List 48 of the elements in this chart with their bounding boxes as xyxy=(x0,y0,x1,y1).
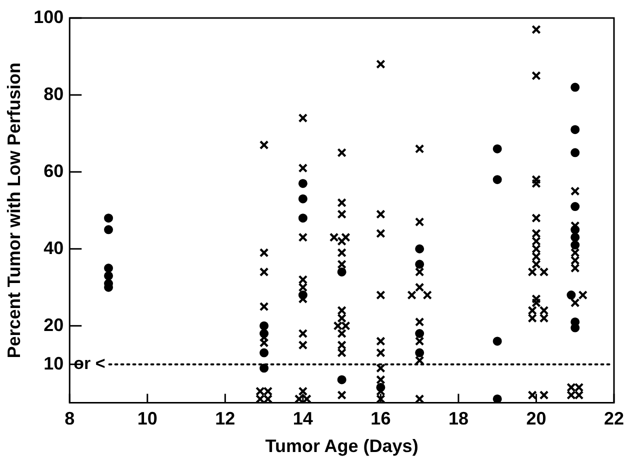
point xyxy=(566,290,576,300)
x-tick-label: 20 xyxy=(526,408,546,429)
point xyxy=(298,178,308,188)
x-axis-title: Tumor Age (Days) xyxy=(265,436,418,456)
ref-line-label: or < xyxy=(74,354,106,374)
y-tick-label: 100 xyxy=(34,6,64,27)
point xyxy=(492,394,502,403)
x-tick-label: 8 xyxy=(64,408,75,429)
point xyxy=(260,348,269,358)
point xyxy=(104,271,114,280)
point xyxy=(376,382,386,392)
x-tick-label: 16 xyxy=(370,408,391,429)
point xyxy=(260,321,269,330)
point xyxy=(337,375,346,384)
point xyxy=(570,232,580,242)
y-tick-label: 80 xyxy=(44,84,64,104)
point xyxy=(415,348,424,358)
x-tick-label: 18 xyxy=(448,408,468,429)
point xyxy=(492,144,502,154)
point xyxy=(492,336,502,346)
y-tick-label: 10 xyxy=(44,353,64,374)
point xyxy=(492,175,502,184)
point xyxy=(104,214,114,223)
point xyxy=(570,225,580,234)
point xyxy=(570,148,580,158)
point xyxy=(260,329,269,338)
point xyxy=(337,267,346,276)
point xyxy=(415,244,424,254)
point xyxy=(570,125,580,134)
x-tick-label: 10 xyxy=(137,408,158,429)
point xyxy=(570,82,580,92)
point xyxy=(570,240,580,250)
y-tick-label: 40 xyxy=(44,238,64,258)
x-tick-label: 22 xyxy=(604,408,624,429)
y-axis-title: Percent Tumor with Low Perfusion xyxy=(4,62,24,358)
point xyxy=(415,329,424,338)
point xyxy=(104,264,114,273)
y-tick-label: 60 xyxy=(44,160,64,181)
point xyxy=(260,364,269,373)
point xyxy=(415,260,424,269)
point xyxy=(298,194,308,204)
point xyxy=(298,214,308,223)
x-tick-label: 14 xyxy=(292,408,313,429)
point xyxy=(298,290,308,300)
y-tick-label: 20 xyxy=(44,314,64,335)
x-tick-label: 12 xyxy=(215,408,236,429)
point xyxy=(570,202,580,212)
point xyxy=(104,225,114,234)
